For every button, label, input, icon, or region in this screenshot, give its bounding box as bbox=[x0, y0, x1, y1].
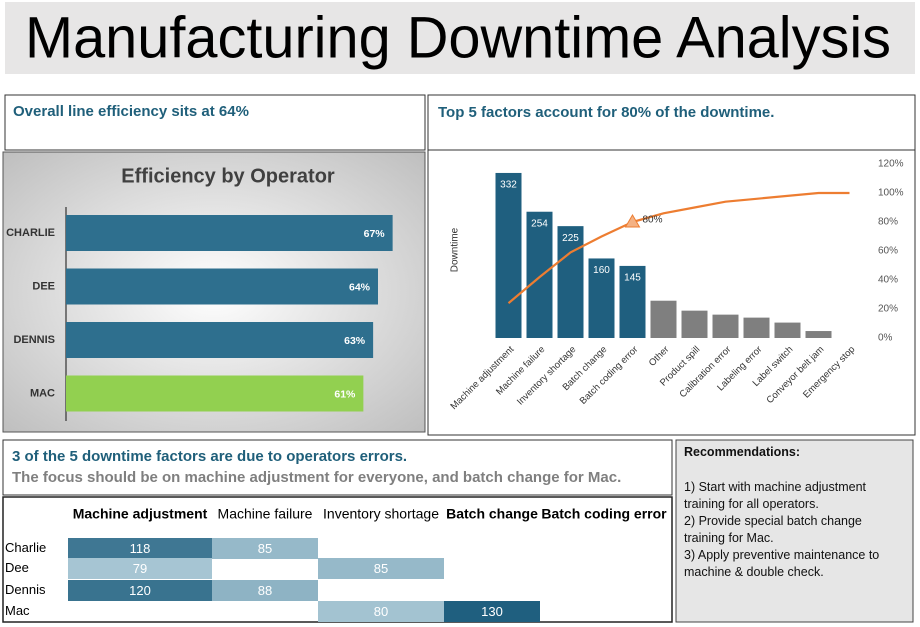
recommendation-item: 3) Apply preventive maintenance to machi… bbox=[684, 548, 880, 579]
y-axis-label: Downtime bbox=[450, 227, 461, 272]
category-label: CHARLIE bbox=[6, 227, 55, 239]
y2-tick-label: 80% bbox=[878, 217, 898, 228]
column-header: Machine adjustment bbox=[73, 506, 208, 522]
y2-tick-label: 40% bbox=[878, 275, 898, 286]
row-label: Charlie bbox=[5, 540, 46, 555]
efficiency-note: Overall line efficiency sits at 64% bbox=[13, 103, 249, 120]
cell-value: 79 bbox=[133, 561, 147, 576]
y2-tick-label: 60% bbox=[878, 246, 898, 257]
data-label: 61% bbox=[334, 388, 356, 400]
y2-tick-label: 20% bbox=[878, 304, 898, 315]
category-label: MAC bbox=[30, 387, 55, 399]
category-label: DEE bbox=[32, 280, 55, 292]
recommendation-item: 2) Provide special batch change training… bbox=[684, 514, 862, 545]
cell-value: 80 bbox=[374, 604, 388, 619]
y2-tick-label: 0% bbox=[878, 333, 893, 344]
heat-cell bbox=[444, 601, 540, 622]
bar bbox=[66, 215, 393, 251]
bar bbox=[526, 211, 553, 338]
category-label: DENNIS bbox=[13, 334, 55, 346]
efficiency-note-box bbox=[4, 94, 426, 151]
table-caption-box bbox=[2, 439, 673, 496]
data-label: 64% bbox=[349, 281, 371, 293]
chart-title: Efficiency by Operator bbox=[121, 165, 335, 187]
data-label: 67% bbox=[364, 228, 386, 240]
highlight-marker bbox=[624, 214, 641, 228]
cell-value: 85 bbox=[258, 541, 272, 556]
bar bbox=[557, 226, 584, 338]
data-label: 63% bbox=[344, 335, 366, 347]
pareto-note: Top 5 factors account for 80% of the dow… bbox=[438, 104, 774, 121]
column-header: Batch coding error bbox=[541, 506, 667, 522]
bar bbox=[66, 322, 374, 358]
y2-tick-label: 120% bbox=[878, 159, 904, 170]
cell-value: 120 bbox=[129, 583, 151, 598]
bar bbox=[66, 268, 378, 305]
cell-value: 130 bbox=[481, 604, 503, 619]
recommendations: Recommendations: 1) Start with machine a… bbox=[684, 444, 906, 581]
bar bbox=[805, 331, 832, 338]
bar bbox=[495, 172, 522, 338]
heat-cell bbox=[68, 580, 212, 601]
heat-cell bbox=[68, 538, 212, 559]
heat-cell bbox=[212, 580, 318, 601]
heat-cell bbox=[318, 558, 444, 579]
y2-tick-label: 100% bbox=[878, 188, 904, 199]
data-label: 145 bbox=[624, 273, 641, 284]
bar bbox=[712, 314, 739, 338]
recommendations-box bbox=[675, 439, 914, 623]
column-header: Inventory shortage bbox=[323, 506, 439, 522]
heat-cell bbox=[68, 558, 212, 579]
table-caption: 3 of the 5 downtime factors are due to o… bbox=[12, 448, 407, 465]
heat-cell bbox=[318, 601, 444, 622]
title-banner bbox=[5, 2, 915, 74]
data-label: 80% bbox=[643, 215, 663, 226]
cell-value: 88 bbox=[258, 583, 272, 598]
bar bbox=[66, 375, 364, 412]
data-label: 225 bbox=[562, 233, 579, 244]
recommendation-item: 1) Start with machine adjustment trainin… bbox=[684, 480, 867, 511]
data-label: 332 bbox=[500, 180, 517, 191]
bar bbox=[650, 300, 677, 338]
bar bbox=[619, 265, 646, 338]
column-header: Batch change bbox=[446, 506, 538, 522]
column-header: Machine failure bbox=[218, 506, 313, 522]
row-label: Dee bbox=[5, 560, 29, 575]
cumulative-line bbox=[507, 191, 850, 305]
cell-value: 85 bbox=[374, 561, 388, 576]
bar bbox=[743, 317, 770, 338]
row-label: Mac bbox=[5, 603, 30, 618]
bar bbox=[681, 310, 708, 338]
heat-cell bbox=[212, 538, 318, 559]
bar bbox=[774, 322, 801, 338]
row-label: Dennis bbox=[5, 582, 46, 597]
page-title: Manufacturing Downtime Analysis bbox=[25, 5, 891, 70]
recommendations-title: Recommendations: bbox=[684, 445, 800, 459]
table-caption: The focus should be on machine adjustmen… bbox=[12, 469, 621, 486]
data-label: 160 bbox=[593, 265, 610, 276]
data-label: 254 bbox=[531, 218, 548, 229]
cell-value: 118 bbox=[130, 541, 151, 556]
bar bbox=[588, 258, 615, 338]
